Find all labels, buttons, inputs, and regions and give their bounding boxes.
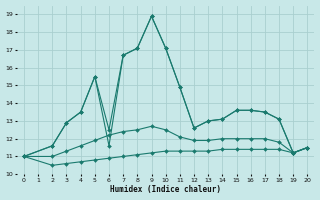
X-axis label: Humidex (Indice chaleur): Humidex (Indice chaleur) bbox=[110, 185, 221, 194]
